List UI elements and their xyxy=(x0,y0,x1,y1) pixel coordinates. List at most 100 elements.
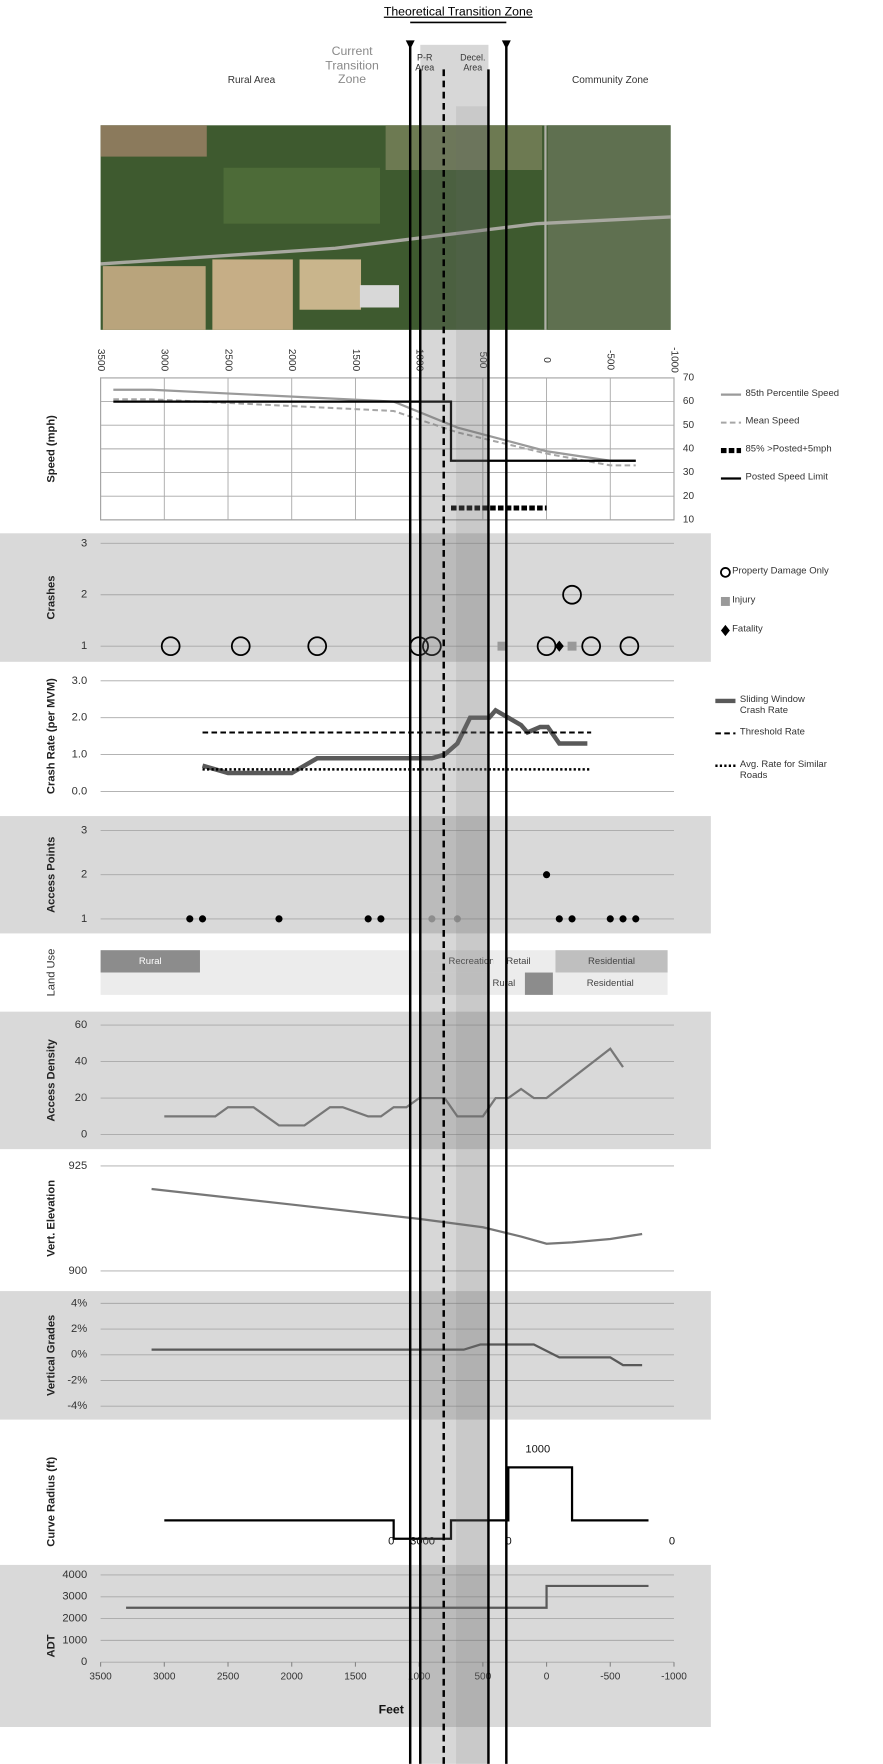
x-tick-label: -1000 xyxy=(668,347,679,373)
crash-marker xyxy=(422,636,442,656)
x-tick-label: 3500 xyxy=(95,349,106,372)
y-tick-label: 0.0 xyxy=(72,785,88,797)
label: Avg. Rate for Similar Roads xyxy=(739,759,827,781)
x-tick-label: 3000 xyxy=(153,1671,176,1682)
y-tick-label: 70 xyxy=(683,373,695,384)
y-tick-label: 2000 xyxy=(62,1613,87,1625)
y-tick-label: 30 xyxy=(683,467,695,478)
y-tick-label: 0 xyxy=(81,1129,87,1141)
data-label: 0 xyxy=(669,1535,675,1547)
text-box: Sliding Window Crash Rate xyxy=(739,694,805,716)
point-marker xyxy=(555,915,563,923)
point-marker xyxy=(606,915,614,923)
y-axis-label: ADT xyxy=(45,1634,57,1657)
photo-field xyxy=(102,266,206,330)
legend-symbol xyxy=(720,596,730,606)
label: Mean Speed xyxy=(745,415,800,426)
area-label: Rural Area xyxy=(228,75,276,86)
photo-town xyxy=(547,125,671,330)
y-axis-label: Crashes xyxy=(45,576,57,620)
land-use-label: Retail xyxy=(506,956,530,967)
area-label: Community Zone xyxy=(572,75,649,86)
crash-marker xyxy=(562,584,582,605)
x-tick-label: 2000 xyxy=(281,1671,304,1682)
x-tick-label: 2500 xyxy=(222,349,233,372)
y-tick-label: 0% xyxy=(71,1349,87,1361)
panel-background xyxy=(0,533,711,662)
text-box: Current Transition Zone xyxy=(325,44,379,87)
data-label: 3000 xyxy=(410,1535,435,1547)
label: Sliding Window Crash Rate xyxy=(739,694,805,716)
text-box: Decel. Area xyxy=(452,53,494,74)
series-line xyxy=(113,398,636,467)
text-box: 85% >Posted+5mph xyxy=(745,443,832,454)
zone-title: Theoretical Transition Zone xyxy=(384,5,533,19)
y-tick-label: 3 xyxy=(81,537,87,549)
series-line xyxy=(113,400,636,462)
y-axis-label: Access Density xyxy=(45,1038,57,1121)
land-use-segment xyxy=(100,950,200,973)
y-axis-label: Access Points xyxy=(45,837,57,913)
land-use-label: Rural xyxy=(139,956,162,967)
photo-field xyxy=(212,259,293,330)
y-tick-label: 50 xyxy=(683,420,695,431)
series-line xyxy=(126,1584,649,1609)
y-tick-label: 3.0 xyxy=(72,675,88,687)
panel-background xyxy=(0,1564,711,1727)
land-use-segment xyxy=(457,950,494,973)
y-tick-label: 10 xyxy=(683,515,695,526)
legend-symbol xyxy=(720,567,731,578)
zone-band-inner xyxy=(456,106,489,1764)
zone-band xyxy=(420,44,489,1764)
land-use-label: Residential xyxy=(587,978,634,989)
y-tick-label: -4% xyxy=(67,1400,87,1412)
series-line xyxy=(151,1343,643,1367)
label: Property Damage Only xyxy=(732,565,829,576)
label: 85th Percentile Speed xyxy=(745,387,840,399)
y-tick-label: 3000 xyxy=(62,1591,87,1603)
crash-marker xyxy=(230,636,251,656)
y-tick-label: 20 xyxy=(683,491,695,502)
label: 85% >Posted+5mph xyxy=(745,443,832,454)
x-tick-label: 3000 xyxy=(159,349,170,372)
crash-marker xyxy=(567,641,577,651)
photo-road xyxy=(100,215,671,266)
label: Injury xyxy=(732,594,756,605)
x-tick-label: 3500 xyxy=(89,1671,112,1682)
text-box: Threshold Rate xyxy=(740,727,805,737)
label: Posted Speed Limit xyxy=(745,471,828,482)
x-tick-label: 500 xyxy=(477,352,488,369)
panel-background xyxy=(0,1291,711,1420)
x-axis-label: Feet xyxy=(379,1702,404,1716)
x-tick-label: 2000 xyxy=(286,349,297,372)
point-marker xyxy=(186,915,194,923)
x-tick-label: 0 xyxy=(544,1671,550,1682)
y-tick-label: 1000 xyxy=(62,1634,87,1646)
y-tick-label: 900 xyxy=(69,1265,88,1277)
y-tick-label: 20 xyxy=(75,1092,87,1104)
y-axis-label: Vert. Elevation xyxy=(45,1180,57,1257)
y-tick-label: 2 xyxy=(81,589,87,601)
y-tick-label: 4% xyxy=(71,1297,87,1309)
x-tick-label: -1000 xyxy=(661,1671,687,1682)
point-marker xyxy=(364,915,372,923)
y-tick-label: 1 xyxy=(81,913,87,925)
land-use-segment xyxy=(199,950,458,973)
series-line xyxy=(201,707,588,776)
y-tick-label: -2% xyxy=(67,1374,87,1386)
y-tick-label: 3 xyxy=(81,825,87,837)
photo-field xyxy=(223,167,381,224)
crash-marker xyxy=(581,636,601,656)
label: Decel. Area xyxy=(452,53,494,74)
series-line xyxy=(151,1187,643,1245)
x-tick-label: 0 xyxy=(541,357,552,363)
text-box: Fatality xyxy=(732,624,763,634)
label: Current Transition Zone xyxy=(325,44,379,87)
point-marker xyxy=(275,915,283,923)
photo-building xyxy=(359,285,400,308)
y-axis-label: Land Use xyxy=(45,949,57,997)
text-box: Property Damage Only xyxy=(732,565,829,576)
land-use-label: Rural xyxy=(493,978,516,989)
x-tick-label: 2500 xyxy=(217,1671,240,1682)
